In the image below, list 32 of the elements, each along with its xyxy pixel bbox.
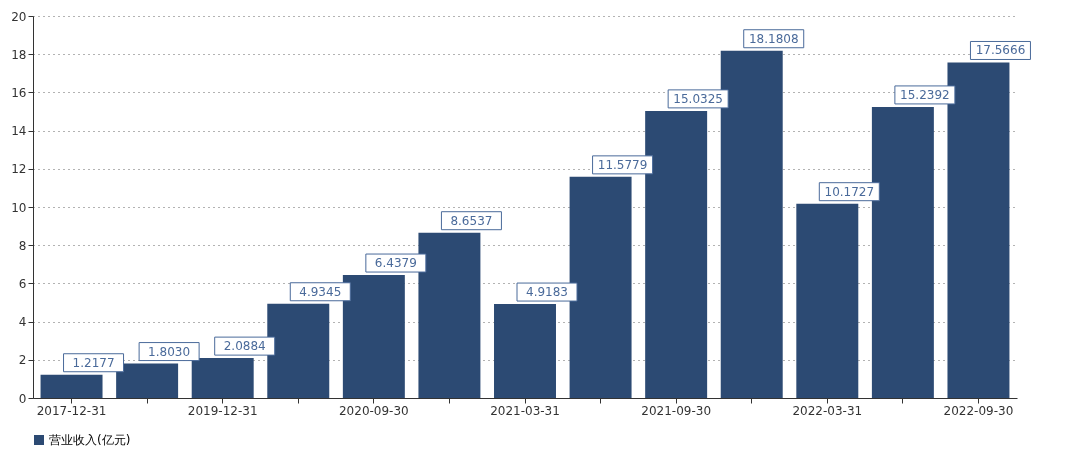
- y-tick-label: 4: [18, 315, 27, 330]
- data-label: 4.9345: [299, 284, 342, 299]
- data-label: 1.8030: [148, 344, 191, 359]
- data-label: 1.2177: [72, 355, 115, 370]
- y-tick-label: 8: [18, 238, 27, 253]
- data-label: 15.2392: [900, 87, 950, 102]
- data-label: 15.0325: [673, 91, 723, 106]
- y-tick-label: 12: [11, 162, 27, 177]
- x-tick-label: 2017-12-31: [36, 403, 107, 418]
- data-label: 2.0884: [223, 339, 266, 354]
- data-label: 4.9183: [526, 285, 568, 300]
- x-tick-label: 2019-12-31: [187, 403, 258, 418]
- x-tick-label: 2020-09-30: [338, 403, 409, 418]
- y-tick-label: 14: [11, 124, 27, 139]
- data-label: 10.1727: [824, 184, 875, 199]
- legend-label: 营业收入(亿元): [49, 433, 131, 447]
- data-label: 17.5666: [975, 43, 1026, 58]
- x-tick-label: 2021-09-30: [641, 403, 712, 418]
- x-tick-label: 2022-03-31: [792, 403, 863, 418]
- y-tick-label: 2: [18, 353, 27, 368]
- x-tick-label: 2022-09-30: [943, 403, 1014, 418]
- y-tick-label: 6: [18, 276, 27, 291]
- y-tick-label: 16: [11, 85, 27, 100]
- y-tick-label: 0: [18, 391, 27, 406]
- y-tick-label: 20: [11, 9, 27, 24]
- data-label: 8.6537: [450, 213, 493, 228]
- y-tick-label: 10: [11, 200, 27, 215]
- y-tick-label: 18: [11, 47, 27, 62]
- data-label: 18.1808: [748, 31, 799, 46]
- data-label: 11.5779: [597, 157, 648, 172]
- x-tick-label: 2021-03-31: [490, 403, 560, 418]
- data-label: 6.4379: [374, 256, 417, 271]
